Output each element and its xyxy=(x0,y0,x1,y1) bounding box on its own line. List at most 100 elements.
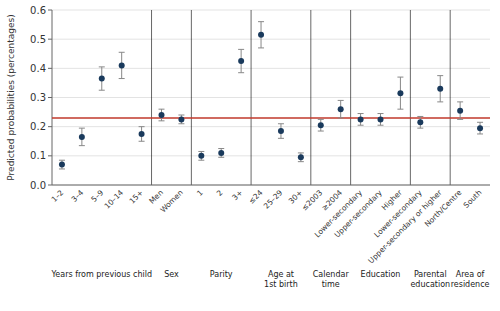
point xyxy=(358,116,364,122)
error-cap xyxy=(477,133,483,134)
x-axis xyxy=(52,185,490,186)
error-bar xyxy=(198,151,204,160)
error-cap xyxy=(79,145,85,146)
error-bar xyxy=(119,52,125,78)
error-cap xyxy=(378,125,384,126)
point xyxy=(59,162,65,168)
category-label: 15+ xyxy=(127,188,145,206)
point xyxy=(79,134,85,140)
error-bar xyxy=(477,122,483,134)
error-cap xyxy=(238,72,244,73)
point xyxy=(139,131,145,137)
error-cap xyxy=(318,131,324,132)
error-bar xyxy=(79,128,85,146)
text-line: time xyxy=(322,280,340,289)
group-label: Age at1st birth xyxy=(264,270,298,289)
error-cap xyxy=(99,90,105,91)
point xyxy=(258,32,264,38)
error-cap xyxy=(159,109,165,110)
error-cap xyxy=(338,117,344,118)
plot-area xyxy=(52,22,490,169)
text-line: Area of xyxy=(456,270,485,279)
tick-mark xyxy=(48,155,52,156)
category-label: South xyxy=(462,188,484,210)
axis-label: Predicted probabilities (percentages) xyxy=(6,14,16,180)
grid-line xyxy=(52,97,490,98)
error-cap xyxy=(358,125,364,126)
error-cap xyxy=(437,101,443,102)
error-cap xyxy=(79,128,85,129)
error-cap xyxy=(178,123,184,124)
error-cap xyxy=(298,161,304,162)
point xyxy=(298,154,304,160)
text-line: Calendar xyxy=(313,270,350,279)
error-cap xyxy=(119,78,125,79)
error-bar xyxy=(218,149,224,158)
group-label: Parentaleducation xyxy=(410,270,450,289)
error-bar xyxy=(457,102,463,120)
grid-line xyxy=(52,155,490,156)
text-line: Years from previous child xyxy=(50,270,152,279)
group-divider xyxy=(410,10,411,185)
error-cap xyxy=(218,157,224,158)
error-bar xyxy=(238,49,244,72)
error-cap xyxy=(278,123,284,124)
error-cap xyxy=(258,21,264,22)
error-cap xyxy=(318,119,324,120)
point xyxy=(218,150,224,156)
category-label: 25–29 xyxy=(262,188,285,211)
category-label: Women xyxy=(158,188,185,215)
tick-label: 0.6 xyxy=(30,5,46,16)
category-label: 10–14 xyxy=(103,188,126,211)
error-cap xyxy=(139,126,145,127)
error-cap xyxy=(258,47,264,48)
point xyxy=(159,112,165,118)
error-bar xyxy=(278,124,284,139)
error-cap xyxy=(99,66,105,67)
error-cap xyxy=(119,52,125,53)
text-line: Parental xyxy=(414,270,447,279)
group-label: Education xyxy=(361,270,401,279)
tick-label: 0.3 xyxy=(30,92,46,103)
tick-label: 0.0 xyxy=(30,180,46,191)
grid-line xyxy=(52,185,490,186)
group-divider xyxy=(191,10,192,185)
group-label: Years from previous child xyxy=(50,270,152,279)
chart: 0.00.10.20.30.40.50.6Predicted probabili… xyxy=(0,0,500,311)
error-cap xyxy=(59,168,65,169)
error-bar xyxy=(298,153,304,162)
error-cap xyxy=(238,49,244,50)
text-line: Sex xyxy=(164,270,179,279)
error-bar xyxy=(99,67,105,90)
error-cap xyxy=(198,160,204,161)
error-bar xyxy=(437,76,443,102)
error-cap xyxy=(59,160,65,161)
group-divider xyxy=(350,10,351,185)
error-cap xyxy=(397,109,403,110)
tick-label: 0.5 xyxy=(30,34,46,45)
y-axis xyxy=(52,10,53,185)
category-label: 3+ xyxy=(230,188,244,202)
tick-label: 0.1 xyxy=(30,150,46,161)
error-cap xyxy=(417,116,423,117)
error-bar xyxy=(159,109,165,121)
error-cap xyxy=(218,148,224,149)
error-bar xyxy=(338,100,344,118)
category-label: North/Centre xyxy=(423,188,464,229)
error-cap xyxy=(278,138,284,139)
tick-label: 0.2 xyxy=(30,121,46,132)
point xyxy=(417,119,423,125)
tick-mark xyxy=(48,126,52,127)
point xyxy=(99,76,105,82)
point xyxy=(198,153,204,159)
error-bar xyxy=(59,160,65,169)
grid-line xyxy=(52,126,490,127)
text-line: education xyxy=(410,280,450,289)
point xyxy=(119,62,125,68)
category-label: 2 xyxy=(215,188,225,198)
category-label: 1 xyxy=(195,188,205,198)
error-bar xyxy=(358,114,364,126)
point xyxy=(437,86,443,92)
group-divider xyxy=(310,10,311,185)
point xyxy=(238,58,244,64)
